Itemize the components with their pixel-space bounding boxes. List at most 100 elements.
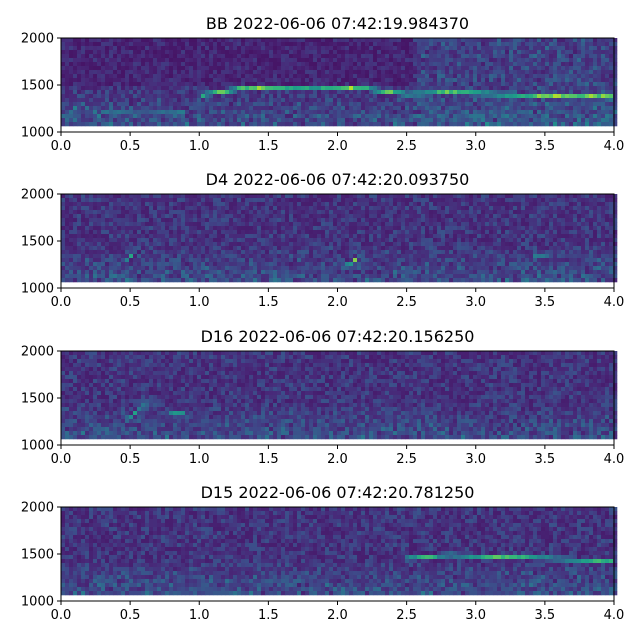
- heatmap-cell: [345, 210, 350, 215]
- heatmap-cell: [245, 218, 250, 223]
- heatmap-cell: [245, 230, 250, 235]
- heatmap-cell: [597, 110, 602, 115]
- heatmap-cell: [205, 122, 210, 127]
- heatmap-cell: [241, 46, 246, 51]
- heatmap-cell: [349, 106, 354, 111]
- heatmap-cell: [249, 210, 254, 215]
- heatmap-cell: [165, 62, 170, 67]
- heatmap-cell: [293, 82, 298, 87]
- heatmap-cell: [197, 202, 202, 207]
- heatmap-cell: [445, 90, 450, 95]
- heatmap-cell: [393, 242, 398, 247]
- heatmap-cell: [353, 118, 358, 123]
- heatmap-cell: [465, 46, 470, 51]
- heatmap-cell: [425, 54, 430, 59]
- heatmap-cell: [141, 46, 146, 51]
- heatmap-cell: [117, 110, 122, 115]
- heatmap-cell: [73, 94, 78, 99]
- heatmap-cell: [85, 74, 90, 79]
- heatmap-cell: [533, 210, 538, 215]
- heatmap-cell: [609, 222, 614, 227]
- heatmap-cell: [305, 54, 310, 59]
- heatmap-cell: [485, 42, 490, 47]
- heatmap-cell: [117, 78, 122, 83]
- heatmap-cell: [529, 202, 534, 207]
- heatmap-cell: [401, 70, 406, 75]
- heatmap-cell: [265, 74, 270, 79]
- heatmap-cell: [325, 194, 330, 199]
- heatmap-cell: [165, 206, 170, 211]
- heatmap-cell: [61, 222, 66, 227]
- heatmap-cell: [525, 86, 530, 91]
- heatmap-cell: [401, 66, 406, 71]
- heatmap-cell: [389, 110, 394, 115]
- heatmap-cell: [553, 50, 558, 55]
- heatmap-cell: [141, 206, 146, 211]
- heatmap-cell: [273, 194, 278, 199]
- heatmap-cell: [513, 218, 518, 223]
- heatmap-cell: [265, 122, 270, 127]
- heatmap-cell: [465, 218, 470, 223]
- heatmap-cell: [429, 214, 434, 219]
- heatmap-cell: [325, 78, 330, 83]
- heatmap-cell: [253, 210, 258, 215]
- heatmap-cell: [321, 62, 326, 67]
- heatmap-cell: [341, 246, 346, 251]
- heatmap-cell: [325, 214, 330, 219]
- heatmap-cell: [193, 38, 198, 43]
- heatmap-cell: [293, 218, 298, 223]
- heatmap-cell: [85, 206, 90, 211]
- heatmap-cell: [81, 50, 86, 55]
- x-tick-label: 3.5: [535, 139, 556, 154]
- heatmap-cell: [573, 86, 578, 91]
- heatmap-cell: [605, 82, 610, 87]
- heatmap-cell: [389, 98, 394, 103]
- heatmap-cell: [265, 54, 270, 59]
- heatmap-cell: [185, 226, 190, 231]
- heatmap-cell: [153, 202, 158, 207]
- heatmap-cell: [589, 78, 594, 83]
- heatmap-cell: [549, 78, 554, 83]
- heatmap-cell: [161, 70, 166, 75]
- heatmap-cell: [273, 70, 278, 75]
- heatmap-cell: [369, 114, 374, 119]
- heatmap-cell: [433, 202, 438, 207]
- heatmap-cell: [381, 102, 386, 107]
- heatmap-cell: [473, 202, 478, 207]
- heatmap-cell: [85, 42, 90, 47]
- heatmap-cell: [389, 102, 394, 107]
- heatmap-cell: [193, 218, 198, 223]
- heatmap-cell: [189, 246, 194, 251]
- heatmap-cell: [169, 50, 174, 55]
- heatmap-cell: [349, 58, 354, 63]
- heatmap-cell: [413, 94, 418, 99]
- heatmap-cell: [577, 110, 582, 115]
- heatmap-cell: [453, 74, 458, 79]
- heatmap-cell: [277, 78, 282, 83]
- heatmap-cell: [553, 222, 558, 227]
- heatmap-cell: [65, 234, 70, 239]
- heatmap-cell: [265, 198, 270, 203]
- heatmap-cell: [377, 242, 382, 247]
- heatmap-cell: [109, 110, 114, 115]
- heatmap-cell: [317, 102, 322, 107]
- heatmap-cell: [477, 118, 482, 123]
- heatmap-cell: [197, 78, 202, 83]
- heatmap-cell: [309, 46, 314, 51]
- heatmap-cell: [441, 110, 446, 115]
- heatmap-cell: [389, 106, 394, 111]
- heatmap-cell: [97, 118, 102, 123]
- heatmap-cell: [217, 206, 222, 211]
- heatmap-cell: [485, 82, 490, 87]
- heatmap-cell: [601, 202, 606, 207]
- heatmap-cell: [365, 214, 370, 219]
- heatmap-cell: [569, 70, 574, 75]
- heatmap-cell: [185, 198, 190, 203]
- heatmap-cell: [385, 230, 390, 235]
- heatmap-cell: [317, 210, 322, 215]
- heatmap-cell: [201, 110, 206, 115]
- heatmap-cell: [565, 86, 570, 91]
- heatmap-cell: [73, 206, 78, 211]
- heatmap-cell: [373, 74, 378, 79]
- heatmap-cell: [609, 78, 614, 83]
